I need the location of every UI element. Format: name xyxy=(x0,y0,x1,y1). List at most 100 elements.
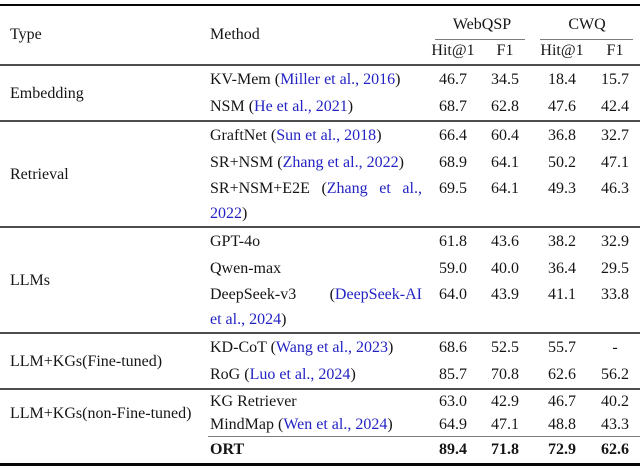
value-cell: 32.9 xyxy=(590,226,640,255)
value-cell: 59.0 xyxy=(439,260,467,277)
value-cell: 68.7 xyxy=(439,98,467,115)
table-row: DeepSeek-v3 (DeepSeek-AI et al., 2024) 6… xyxy=(0,282,640,333)
value-cell: 43.6 xyxy=(476,226,534,255)
citation-link-luo-2024[interactable]: Luo et al., 2024 xyxy=(249,366,351,383)
table-row: RoG (Luo et al., 2024) 85.7 70.8 62.6 56… xyxy=(0,361,640,389)
value-cell: 52.5 xyxy=(476,332,534,361)
paren-open: ( xyxy=(321,180,327,197)
cwq-label: CWQ xyxy=(568,16,606,33)
method-cell: GraftNet (Sun et al., 2018) xyxy=(208,120,430,149)
value-cell: 46.3 xyxy=(601,180,629,197)
citation-link-zhang-2022[interactable]: Zhang et al., 2022 xyxy=(282,154,399,171)
table-row: SR+NSM (Zhang et al., 2022) 68.9 64.1 50… xyxy=(0,149,640,176)
value-cell: 47.1 xyxy=(491,416,519,433)
citation-link-he-2021[interactable]: He et al., 2021 xyxy=(254,98,348,115)
paren-open: ( xyxy=(270,71,281,88)
results-table: Type Method WebQSP CWQ Hit@1 F1 Hit@1 F1… xyxy=(0,4,640,466)
value-cell: 47.6 xyxy=(548,98,576,115)
value-cell: 40.2 xyxy=(590,388,640,413)
value-cell: 49.3 xyxy=(548,180,576,197)
method-cell: MindMap (Wen et al., 2024) xyxy=(208,413,430,437)
group-label-llms: LLMs xyxy=(0,226,208,333)
method-cell: Qwen-max xyxy=(208,255,430,282)
method-name: KD-CoT xyxy=(210,339,267,356)
value-cell: 62.6 xyxy=(590,436,640,465)
header-row-2: Hit@1 F1 Hit@1 F1 xyxy=(0,40,640,65)
paren-close: ) xyxy=(398,154,404,171)
value-cell: 68.9 xyxy=(439,154,467,171)
value-cell: 64.1 xyxy=(491,180,519,197)
value-cell: 64.0 xyxy=(439,286,467,303)
value-cell: 69.5 xyxy=(439,180,467,197)
value-cell: 42.9 xyxy=(476,388,534,413)
citation-word[interactable]: et xyxy=(379,180,391,197)
method-name: KG Retriever xyxy=(210,393,297,410)
citation-link-wang-2023[interactable]: Wang et al., 2023 xyxy=(275,339,388,356)
paren-open: ( xyxy=(240,366,250,383)
method-name: MindMap xyxy=(210,416,274,433)
value-cell: 62.8 xyxy=(491,98,519,115)
citation-link-sun-2018[interactable]: Sun et al., 2018 xyxy=(276,127,377,144)
citation-link-miller-2016[interactable]: Miller et al., 2016 xyxy=(280,71,396,88)
col-header-webqsp-f1: F1 xyxy=(496,42,514,59)
method-name: GraftNet xyxy=(210,127,267,144)
citation-link-wen-2024[interactable]: Wen et al., 2024 xyxy=(283,416,388,433)
value-cell: 38.2 xyxy=(534,226,590,255)
table-row: MindMap (Wen et al., 2024) 64.9 47.1 48.… xyxy=(0,413,640,437)
value-cell: 47.1 xyxy=(601,154,629,171)
group-label-retrieval: Retrieval xyxy=(0,120,208,227)
value-cell: 43.3 xyxy=(601,416,629,433)
method-name: ORT xyxy=(210,441,245,458)
value-cell: 70.8 xyxy=(491,366,519,383)
method-cell: KV-Mem (Miller et al., 2016) xyxy=(208,64,430,93)
value-cell: 64.1 xyxy=(491,154,519,171)
webqsp-label: WebQSP xyxy=(452,16,512,33)
value-cell: 32.7 xyxy=(590,120,640,149)
method-cell: SR+NSM+E2E (Zhang et al., 2022) xyxy=(208,176,430,227)
paren-close: ) xyxy=(395,71,401,88)
paren-open: ( xyxy=(266,339,276,356)
method-cell: GPT-4o xyxy=(208,226,430,255)
value-cell: 89.4 xyxy=(430,436,476,465)
method-name: Qwen-max xyxy=(210,260,282,277)
value-cell: 18.4 xyxy=(534,64,590,93)
value-cell: 15.7 xyxy=(590,64,640,93)
method-line-2: et al., 2024) xyxy=(210,307,422,332)
value-cell: 48.8 xyxy=(548,416,576,433)
value-cell: 55.7 xyxy=(534,332,590,361)
value-cell: 72.9 xyxy=(534,436,590,465)
table-row: LLM+KGs(non-Fine-tuned) KG Retriever 63.… xyxy=(0,388,640,437)
col-header-method: Method xyxy=(210,26,260,43)
group-label-llm-kgs-fine-tuned: LLM+KGs(Fine-tuned) xyxy=(0,332,208,389)
value-cell: 50.2 xyxy=(548,154,576,171)
citation-year[interactable]: 2022 xyxy=(210,205,242,222)
table-row: NSM (He et al., 2021) 68.7 62.8 47.6 42.… xyxy=(0,93,640,121)
table-row: LLMs GPT-4o 61.8 43.6 38.2 32.9 xyxy=(0,226,640,333)
value-cell: 43.9 xyxy=(491,286,519,303)
group-label-llm-kgs-non-fine-tuned: LLM+KGs(non-Fine-tuned) xyxy=(0,388,208,437)
citation-word[interactable]: al., xyxy=(402,180,422,197)
value-cell: 34.5 xyxy=(476,64,534,93)
table-row: Qwen-max 59.0 40.0 36.4 29.5 xyxy=(0,255,640,282)
paren-close: ) xyxy=(376,127,382,144)
citation-year[interactable]: et al., 2024 xyxy=(210,311,282,328)
paren-open: ( xyxy=(244,98,255,115)
cwq-cmidrule xyxy=(540,39,634,40)
col-header-type: Type xyxy=(10,26,42,43)
method-cell: SR+NSM (Zhang et al., 2022) xyxy=(208,149,430,176)
webqsp-cmidrule xyxy=(435,39,525,40)
value-cell: 68.6 xyxy=(430,332,476,361)
col-header-cwq-f1: F1 xyxy=(606,42,624,59)
method-cell: RoG (Luo et al., 2024) xyxy=(208,361,430,389)
paren-open: ( xyxy=(329,286,335,303)
col-group-webqsp: WebQSP xyxy=(430,5,534,40)
col-header-cwq-hit1: Hit@1 xyxy=(540,42,584,59)
citation-link-deepseek-2024[interactable]: (DeepSeek-AI xyxy=(329,286,422,303)
method-name: SR+NSM xyxy=(210,154,274,171)
citation-link-zhang-2022[interactable]: (Zhang xyxy=(321,180,368,197)
paren-close: ) xyxy=(347,98,354,115)
paren-open: ( xyxy=(273,154,283,171)
value-cell: 42.4 xyxy=(601,98,629,115)
method-line-2: 2022) xyxy=(210,201,422,226)
